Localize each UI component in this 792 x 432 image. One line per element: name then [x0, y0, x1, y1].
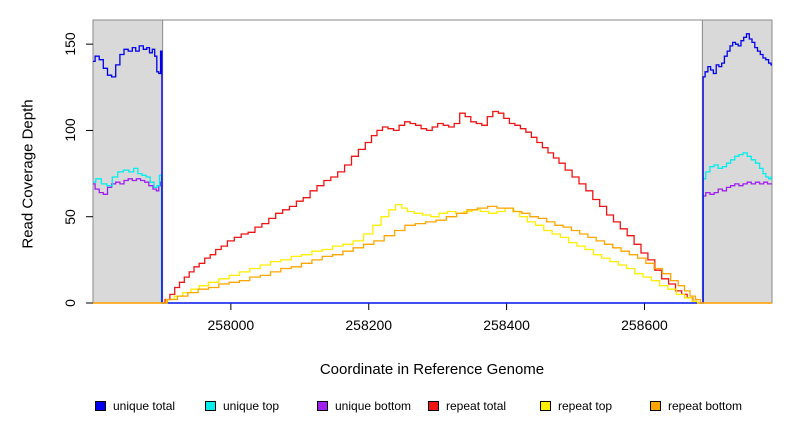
legend-item-unique-top: unique top: [205, 399, 279, 413]
legend-item-unique-total: unique total: [95, 399, 175, 413]
legend-swatch-icon: [540, 401, 551, 411]
legend-swatch-icon: [317, 401, 328, 411]
x-tick-label: 258200: [345, 317, 393, 333]
y-tick-label: 0: [62, 299, 78, 307]
x-tick-label: 258000: [207, 317, 255, 333]
legend-swatch-icon: [95, 401, 106, 411]
y-tick-label: 150: [62, 32, 78, 56]
legend-label: repeat top: [558, 399, 613, 413]
legend-label: repeat total: [446, 399, 507, 413]
legend-label: unique top: [223, 399, 280, 413]
series-line-repeat-top: [93, 203, 772, 304]
shaded-region: [92, 19, 164, 304]
y-axis-label: Read Coverage Depth: [19, 99, 37, 249]
x-axis-label: Coordinate in Reference Genome: [319, 361, 545, 378]
legend-swatch-icon: [205, 401, 216, 411]
x-tick-label: 258600: [621, 317, 668, 333]
y-tick-label: 50: [62, 208, 78, 225]
series-line-repeat-total: [93, 110, 772, 304]
legend-swatch-icon: [428, 401, 439, 411]
legend-swatch-icon: [650, 401, 661, 411]
legend-item-repeat-top: repeat top: [540, 399, 612, 413]
legend-label: repeat bottom: [668, 399, 743, 413]
legend-item-unique-bottom: unique bottom: [317, 399, 411, 413]
shaded-region: [701, 19, 773, 304]
legend-item-repeat-total: repeat total: [428, 399, 506, 413]
legend-label: unique bottom: [335, 399, 412, 413]
series-line-unique-top: [93, 152, 772, 304]
y-tick-label: 100: [62, 118, 78, 143]
series-line-unique-total: [93, 33, 772, 304]
legend-item-repeat-bottom: repeat bottom: [650, 399, 742, 413]
series-line-repeat-bottom: [93, 205, 772, 304]
legend-label: unique total: [113, 399, 176, 413]
legend: unique total unique top unique bottom repea…: [0, 399, 792, 417]
x-tick-label: 258400: [483, 317, 530, 333]
